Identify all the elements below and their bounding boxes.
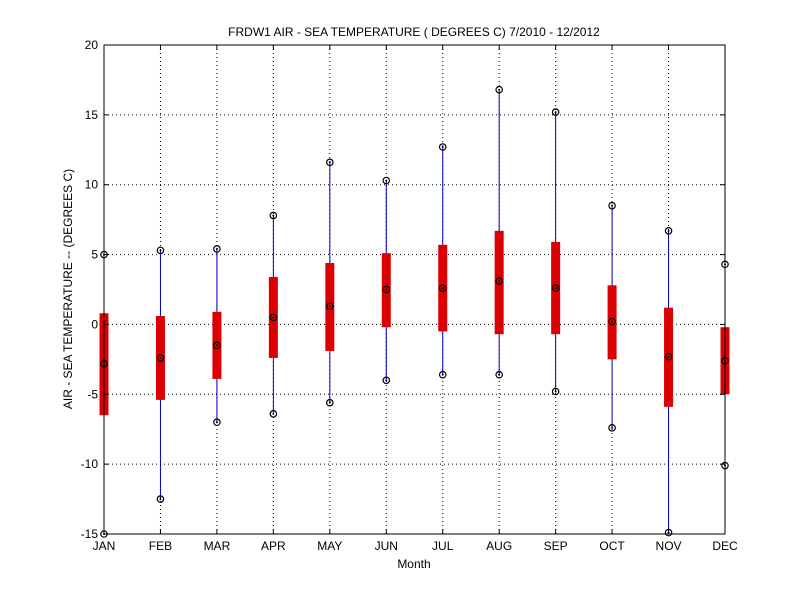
x-tick-label: NOV xyxy=(656,539,682,553)
max-marker xyxy=(664,227,673,235)
box-group-jul xyxy=(438,143,448,379)
y-tick-label: 20 xyxy=(85,38,99,52)
max-marker xyxy=(326,158,334,167)
max-marker-dot xyxy=(441,145,444,148)
median-marker xyxy=(608,317,616,326)
min-marker xyxy=(608,424,616,432)
max-marker-dot xyxy=(554,111,557,114)
median-marker xyxy=(551,284,560,292)
min-marker xyxy=(326,398,334,407)
iqr-box xyxy=(494,230,504,335)
median-marker-dot xyxy=(667,355,670,358)
max-marker xyxy=(438,143,447,151)
median-marker xyxy=(213,341,221,350)
min-marker-dot xyxy=(215,421,218,424)
x-tick-label: MAR xyxy=(204,539,231,553)
x-tick-label: JUN xyxy=(375,539,398,553)
min-marker xyxy=(382,376,391,385)
y-tick-label: -5 xyxy=(87,387,98,401)
max-marker-dot xyxy=(159,249,162,252)
min-marker-dot xyxy=(441,373,444,376)
max-marker xyxy=(551,108,560,116)
x-tick-label: DEC xyxy=(712,539,738,553)
min-marker xyxy=(269,410,278,418)
x-tick-label: JUL xyxy=(432,539,454,553)
median-marker-dot xyxy=(215,344,218,347)
x-tick-label: MAY xyxy=(317,539,342,553)
y-tick-label: 5 xyxy=(91,248,98,262)
median-marker xyxy=(382,285,391,294)
max-marker xyxy=(213,245,221,253)
max-marker xyxy=(608,201,616,210)
x-tick-label: OCT xyxy=(599,539,625,553)
min-marker xyxy=(213,418,221,427)
median-marker xyxy=(438,284,447,292)
min-marker-dot xyxy=(611,426,614,429)
min-marker xyxy=(551,387,560,396)
min-marker-dot xyxy=(498,373,501,376)
x-tick-label: SEP xyxy=(544,539,568,553)
box-group-aug xyxy=(494,85,504,379)
y-tick-label: 10 xyxy=(85,178,99,192)
median-marker xyxy=(495,277,503,285)
max-marker-dot xyxy=(328,161,331,164)
median-marker-dot xyxy=(498,280,501,283)
median-marker-dot xyxy=(328,305,331,308)
min-marker-dot xyxy=(159,498,162,501)
y-tick-label: -10 xyxy=(81,457,99,471)
chart-title: FRDW1 AIR - SEA TEMPERATURE ( DEGREES C)… xyxy=(228,25,600,39)
x-tick-label: APR xyxy=(261,539,286,553)
box-group-sep xyxy=(551,108,561,396)
x-axis-label: Month xyxy=(397,557,430,571)
min-marker-dot xyxy=(385,379,388,382)
box-group-may xyxy=(325,158,335,407)
max-marker xyxy=(156,246,165,255)
median-marker-dot xyxy=(385,288,388,291)
plot-area-frame xyxy=(103,44,726,535)
max-marker xyxy=(382,176,391,185)
max-marker-dot xyxy=(667,229,670,232)
box-group-feb xyxy=(155,246,165,503)
box-group-jun xyxy=(381,176,391,385)
max-marker-dot xyxy=(498,88,501,91)
min-marker xyxy=(156,495,165,503)
x-tick-label: AUG xyxy=(486,539,512,553)
min-marker-dot xyxy=(272,412,275,415)
min-marker xyxy=(495,370,503,379)
y-tick-label: -15 xyxy=(81,527,99,541)
max-marker-dot xyxy=(611,204,614,207)
min-marker-dot xyxy=(554,390,557,393)
min-marker-dot xyxy=(328,401,331,404)
x-tick-label: FEB xyxy=(149,539,172,553)
axis-ticks: -15 -10 -5 0 5 10 15 20 JAN FEB MAR APR MAY JUN JUL AUG… xyxy=(81,38,738,553)
median-marker-dot xyxy=(441,287,444,290)
median-marker xyxy=(269,313,278,322)
max-marker xyxy=(269,211,278,220)
box-group-oct xyxy=(607,201,617,432)
y-axis-label: AIR - SEA TEMPERATURE -- (DEGREES C) xyxy=(61,169,75,409)
max-marker-dot xyxy=(215,247,218,250)
max-marker-dot xyxy=(272,214,275,217)
max-marker-dot xyxy=(385,179,388,182)
median-marker-dot xyxy=(272,316,275,319)
max-marker xyxy=(495,85,503,94)
median-marker xyxy=(156,354,165,362)
median-marker xyxy=(664,352,673,361)
box-group-apr xyxy=(268,211,278,418)
box-group-mar xyxy=(212,245,222,427)
median-marker xyxy=(326,302,334,311)
median-marker-dot xyxy=(611,320,614,323)
y-tick-label: 15 xyxy=(85,108,99,122)
median-marker-dot xyxy=(554,287,557,290)
x-tick-label: JAN xyxy=(93,539,116,553)
median-marker-dot xyxy=(159,356,162,359)
min-marker xyxy=(438,370,447,379)
y-tick-label: 0 xyxy=(91,317,98,331)
